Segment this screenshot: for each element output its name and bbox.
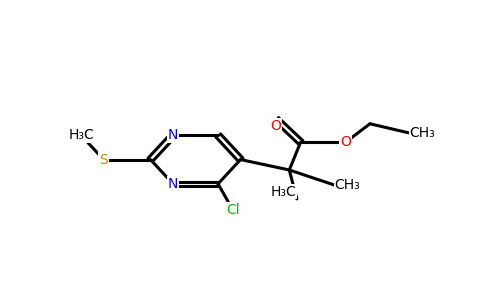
Text: H₃C: H₃C — [271, 185, 297, 199]
Text: CH₃: CH₃ — [409, 126, 435, 140]
Text: O: O — [271, 119, 282, 133]
Text: S: S — [99, 153, 108, 166]
Text: O: O — [340, 135, 351, 149]
Text: CH₃: CH₃ — [334, 178, 360, 192]
Text: H₃C: H₃C — [68, 128, 94, 142]
Text: N: N — [168, 177, 178, 191]
Text: Cl: Cl — [226, 203, 240, 218]
Text: N: N — [168, 128, 178, 142]
